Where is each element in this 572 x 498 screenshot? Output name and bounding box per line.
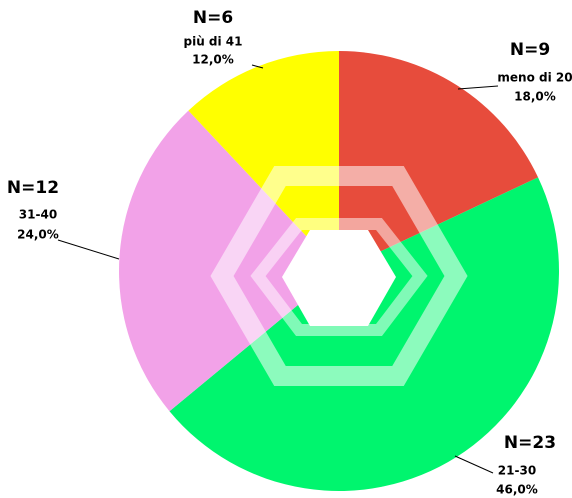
count-label: N=9 xyxy=(510,40,550,60)
center-decoration xyxy=(210,166,468,386)
leader-line xyxy=(251,64,264,69)
pie-slice xyxy=(188,51,339,271)
category-label: meno di 20 xyxy=(497,71,572,85)
count-label: N=6 xyxy=(193,8,233,28)
category-label: più di 41 xyxy=(183,35,242,49)
value-label: 46,0% xyxy=(496,483,538,497)
outer-hexagon xyxy=(210,166,468,386)
value-label: 24,0% xyxy=(17,228,59,242)
value-label: 12,0% xyxy=(192,53,234,67)
leader-line xyxy=(454,455,494,474)
pie-slice xyxy=(339,51,539,271)
labels: N=9 meno di 20 18,0% N=23 21-30 46,0% N=12 31-4… xyxy=(7,8,572,497)
value-label: 18,0% xyxy=(514,90,556,104)
category-label: 21-30 xyxy=(498,464,536,478)
category-label: 31-40 xyxy=(19,208,57,222)
leader-line xyxy=(457,85,499,90)
count-label: N=23 xyxy=(504,433,556,453)
middle-hexagon xyxy=(250,218,428,336)
count-label: N=12 xyxy=(7,178,59,198)
inner-hexagon xyxy=(282,230,396,326)
leader-line xyxy=(57,239,120,260)
